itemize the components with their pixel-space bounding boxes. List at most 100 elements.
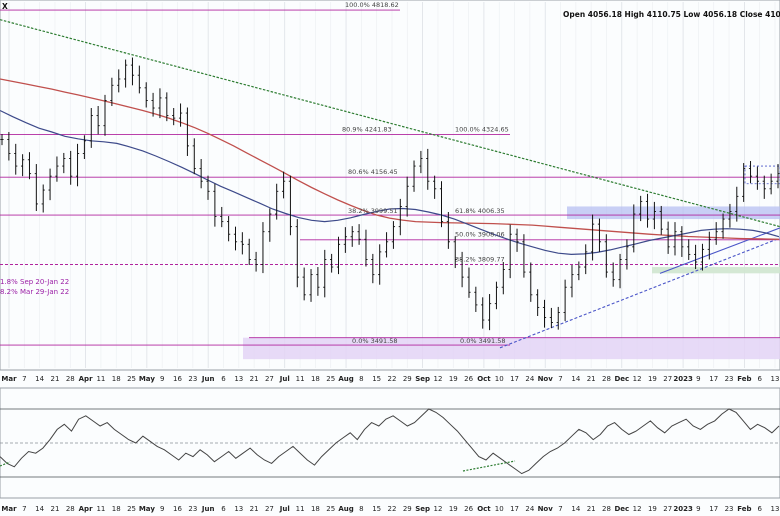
x-tick-label: 25: [127, 375, 136, 383]
x-tick-label: 26: [464, 505, 473, 513]
x-tick-label: 7: [558, 505, 562, 513]
uptrend-line: [499, 237, 780, 349]
x-tick-label: 22: [388, 505, 397, 513]
recent-range-box: [744, 165, 780, 185]
x-tick-label: 23: [725, 505, 734, 513]
x-tick-label: Dec: [614, 375, 629, 383]
x-tick-label: 24: [525, 375, 534, 383]
x-tick-label: Jun: [201, 505, 215, 513]
x-tick-label: 19: [648, 505, 657, 513]
x-tick-label: 18: [112, 505, 121, 513]
symbol-fragment: X: [2, 2, 8, 11]
x-tick-label: 28: [66, 505, 75, 513]
x-tick-label: 27: [663, 505, 672, 513]
x-tick-label: 29: [403, 505, 412, 513]
x-tick-label: 21: [587, 505, 596, 513]
fib-label: 100.0% 4324.65: [455, 126, 509, 134]
x-tick-label: 18: [311, 505, 320, 513]
short-moving-average: [0, 109, 780, 256]
x-tick-label: Aug: [338, 505, 353, 513]
x-tick-label: 8: [359, 505, 363, 513]
fib-label: 38.2% 3999.51: [348, 207, 398, 215]
x-tick-label: 19: [449, 375, 458, 383]
x-tick-label: Apr: [79, 505, 93, 513]
x-tick-label: 17: [510, 375, 519, 383]
x-tick-label: 23: [188, 505, 197, 513]
x-tick-label: 8: [359, 375, 363, 383]
x-tick-label: Jul: [279, 505, 290, 513]
fib-label: 38.2% 3809.77: [455, 255, 505, 263]
rsi-x-axis: Mar 7 14 21 28 Apr 11 18 25 May 9 16 23 Jun 6 13 21 27 Jul…: [1, 505, 779, 513]
x-tick-label: 23: [725, 375, 734, 383]
x-tick-label: 14: [35, 375, 44, 383]
x-tick-label: 9: [160, 505, 164, 513]
fib-label: 61.8% 4006.35: [455, 207, 505, 215]
x-tick-label: 13: [234, 375, 243, 383]
ohlc-header: Open 4056.18 High 4110.75 Low 4056.18 Cl…: [563, 10, 780, 19]
fib-label: 80.6% 4156.45: [348, 168, 398, 176]
x-tick-label: Dec: [614, 505, 629, 513]
x-tick-label: 10: [495, 505, 504, 513]
x-tick-label: 17: [510, 505, 519, 513]
fib-legend-2: 8.2% Mar 29-Jan 22: [0, 288, 69, 296]
x-tick-label: 12: [433, 505, 442, 513]
price-panel: [0, 0, 780, 371]
x-tick-label: 18: [112, 375, 121, 383]
x-tick-label: Mar: [1, 375, 17, 383]
x-tick-label: 16: [173, 375, 182, 383]
fib-label: 50.0% 3908.06: [455, 231, 505, 239]
x-tick-label: 11: [296, 375, 305, 383]
fib-label: 0.0% 3491.58: [352, 337, 397, 345]
rsi-divergence-line: [462, 460, 516, 472]
x-tick-label: Sep: [415, 505, 430, 513]
fib-label: 0.0% 3491.58: [460, 337, 505, 345]
x-tick-label: 13: [771, 375, 780, 383]
rsi-divergence-line-left: [0, 461, 11, 467]
x-tick-label: 11: [296, 505, 305, 513]
x-tick-label: 17: [709, 375, 718, 383]
x-tick-label: 7: [22, 505, 26, 513]
x-tick-label: 28: [602, 375, 611, 383]
x-tick-label: 29: [403, 375, 412, 383]
x-tick-label: 6: [757, 505, 762, 513]
price-grid: [8, 2, 776, 496]
support-resistance-zones: [243, 165, 780, 360]
rsi-levels: [0, 408, 780, 478]
x-tick-label: Sep: [415, 375, 430, 383]
x-tick-label: 13: [771, 505, 780, 513]
x-tick-label: 28: [602, 505, 611, 513]
x-tick-label: 9: [696, 505, 700, 513]
x-tick-label: 12: [633, 505, 642, 513]
x-tick-label: 21: [250, 505, 259, 513]
trendlines: [0, 19, 780, 349]
x-tick-label: 17: [709, 505, 718, 513]
moving-averages: [0, 78, 780, 256]
downtrend-line: [0, 19, 780, 228]
pivot-zone: [652, 267, 780, 274]
x-tick-label: Nov: [538, 505, 554, 513]
x-tick-label: 19: [648, 375, 657, 383]
x-tick-label: 26: [464, 375, 473, 383]
x-tick-label: 25: [326, 505, 335, 513]
x-tick-label: 2023: [673, 375, 693, 383]
x-tick-label: Jun: [201, 375, 215, 383]
resistance-zone: [567, 206, 780, 220]
x-tick-label: 14: [35, 505, 44, 513]
x-tick-label: 27: [265, 375, 274, 383]
price-bars: [0, 57, 780, 331]
x-tick-label: 2023: [673, 505, 693, 513]
x-tick-label: Feb: [737, 375, 751, 383]
x-tick-label: Oct: [477, 505, 491, 513]
x-tick-label: 11: [96, 505, 105, 513]
x-tick-label: Feb: [737, 505, 751, 513]
x-tick-label: 6: [221, 505, 226, 513]
x-tick-label: 12: [433, 375, 442, 383]
x-tick-label: Nov: [538, 375, 554, 383]
x-tick-label: 25: [127, 505, 136, 513]
x-tick-label: 7: [558, 375, 562, 383]
x-tick-label: 6: [757, 375, 762, 383]
x-tick-label: 13: [234, 505, 243, 513]
x-tick-label: Oct: [477, 375, 491, 383]
price-x-axis: Mar 7 14 21 28 Apr 11 18 25 May 9 16 23 Jun 6 13 21 27 Jul…: [1, 375, 779, 383]
